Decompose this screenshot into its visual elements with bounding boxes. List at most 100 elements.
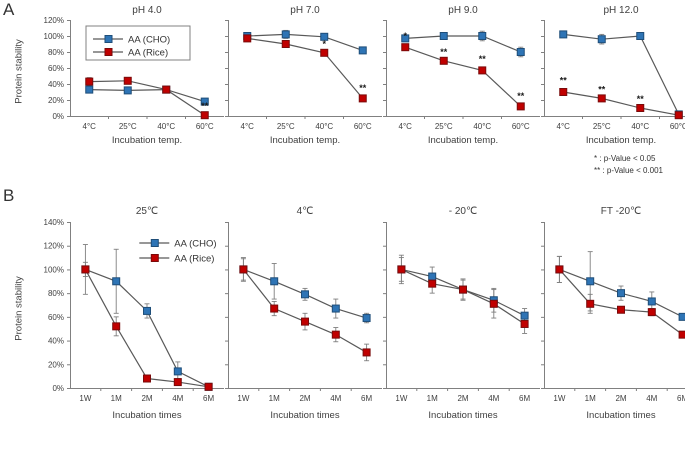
series-line-cho — [89, 88, 205, 103]
data-point-rice — [270, 304, 279, 313]
data-point-cho — [320, 32, 329, 41]
x-tick-label: 2M — [141, 394, 152, 403]
data-point-cho — [85, 85, 94, 94]
data-point-rice — [204, 382, 213, 391]
significance-star: * — [322, 39, 326, 49]
x-tick-label: 40°C — [315, 122, 333, 131]
x-axis-title: Incubation temp. — [270, 135, 340, 146]
x-tick-label: 1W — [237, 394, 249, 403]
legend-label-rice: AA (Rice) — [174, 254, 214, 265]
y-axis-title-a: Protein stability — [12, 16, 26, 126]
x-axis-title: Incubation times — [586, 410, 655, 421]
data-point-cho — [617, 289, 625, 298]
y-tick-label: 100% — [44, 32, 64, 41]
data-point-cho — [358, 46, 367, 55]
data-point-rice — [239, 265, 248, 274]
x-tick-label: 4M — [172, 394, 183, 403]
series-line-cho — [247, 33, 363, 51]
y-tick-label: 120% — [44, 242, 64, 251]
data-point-cho — [401, 34, 410, 43]
y-tick-label: 60% — [48, 64, 64, 73]
significance-star: ** — [359, 83, 367, 93]
data-point-rice — [320, 48, 329, 57]
x-tick-label: 60°C — [196, 122, 214, 131]
x-tick-label: 1M — [585, 394, 596, 403]
y-tick-label: 0% — [52, 384, 64, 393]
x-axis-title: Incubation temp. — [428, 135, 498, 146]
data-point-rice — [243, 34, 252, 43]
data-point-rice — [162, 85, 171, 94]
y-tick-label: 40% — [48, 80, 64, 89]
y-axis-title-a-text: Protein stability — [13, 38, 25, 104]
x-tick-label: 2M — [457, 394, 468, 403]
x-tick-label: 6M — [361, 394, 372, 403]
data-point-cho — [520, 311, 529, 320]
x-tick-label: 25°C — [277, 122, 295, 131]
data-point-rice — [617, 305, 625, 314]
x-tick-label: 4°C — [557, 122, 571, 131]
legend-label-rice: AA (Rice) — [128, 48, 168, 59]
y-tick-label: 0% — [52, 112, 64, 121]
data-point-rice — [586, 299, 595, 308]
data-point-cho — [428, 272, 437, 281]
significance-star: * — [403, 31, 407, 41]
data-point-cho — [478, 32, 487, 40]
y-tick-label: 40% — [48, 337, 64, 346]
y-tick-label: 80% — [48, 289, 64, 298]
significance-star: ** — [560, 76, 568, 86]
x-tick-label: 40°C — [473, 122, 491, 131]
data-point-cho — [200, 97, 209, 106]
series-line-rice — [84, 269, 209, 388]
footnote-line-2: ** : p-Value < 0.001 — [593, 165, 663, 175]
x-axis-title: Incubation times — [112, 410, 181, 421]
x-tick-label: 2M — [615, 394, 626, 403]
data-point-cho — [301, 290, 309, 299]
panel-a-label: A — [3, 0, 15, 19]
chart-ph-12-0: pH 12.0 4°C 25°C 40°C 60°C Incubation temp. **… — [541, 5, 685, 146]
data-point-cho — [586, 277, 595, 286]
x-axis-title: Incubation times — [428, 410, 497, 421]
x-tick-label: 40°C — [157, 122, 175, 131]
series-line-rice — [405, 46, 522, 107]
series-line-cho — [85, 268, 209, 388]
x-tick-label: 1M — [111, 394, 122, 403]
data-point-cho — [270, 277, 279, 286]
series-line-rice — [558, 269, 683, 336]
x-axis-title: Incubation times — [270, 410, 339, 421]
chart-title: FT -20℃ — [601, 206, 642, 217]
data-point-rice — [555, 265, 564, 274]
charts-row-a: pH 4.0 0% 20% 40% 60% 80% 100% 120% 4°C 25°C 40°C 6… — [26, 2, 685, 150]
data-point-cho — [516, 48, 525, 56]
x-tick-label: 1W — [553, 394, 565, 403]
chart-4: 4℃ 1W 1M 2M 4M 6M Incubation times — [225, 206, 382, 421]
data-point-rice — [401, 43, 410, 52]
panel-a-row: Protein stability pH 4.0 0% 20% 40% 60% 80% 10… — [12, 2, 685, 150]
data-point-rice — [123, 76, 132, 85]
data-point-cho — [281, 30, 290, 39]
chart-title: pH 7.0 — [290, 5, 320, 16]
series-line-rice — [89, 80, 206, 116]
data-point-rice — [678, 330, 685, 339]
x-axis-title: Incubation temp. — [112, 135, 182, 146]
series-line-rice — [563, 91, 679, 116]
y-tick-label: 20% — [48, 96, 64, 105]
data-point-cho — [173, 367, 182, 376]
legend-marker-cho — [150, 239, 159, 247]
data-point-cho — [331, 304, 340, 313]
x-tick-label: 6M — [677, 394, 685, 403]
data-point-rice — [143, 374, 151, 383]
data-point-rice — [331, 330, 340, 339]
data-point-rice — [489, 299, 498, 308]
data-point-cho — [123, 86, 132, 95]
data-point-rice — [428, 279, 437, 288]
y-tick-label: 100% — [44, 265, 64, 274]
panel-b-label: B — [3, 186, 15, 205]
data-point-cho — [559, 30, 568, 39]
data-point-rice — [459, 285, 467, 294]
x-tick-label: 1M — [269, 394, 280, 403]
x-tick-label: 25°C — [119, 122, 137, 131]
x-tick-label: 1W — [395, 394, 407, 403]
